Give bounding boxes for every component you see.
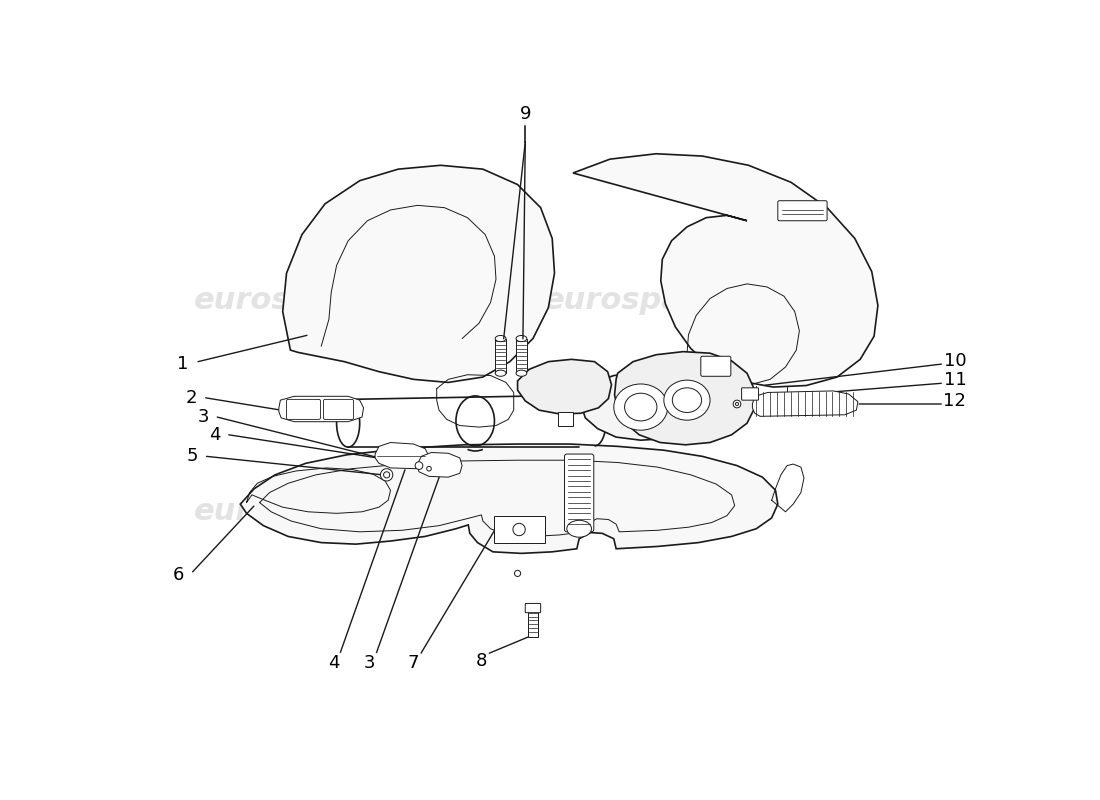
- Ellipse shape: [516, 370, 527, 376]
- Text: eurospares: eurospares: [544, 498, 737, 526]
- Text: 1: 1: [177, 355, 188, 373]
- FancyBboxPatch shape: [526, 603, 541, 613]
- Circle shape: [736, 402, 738, 406]
- FancyBboxPatch shape: [741, 388, 759, 400]
- Text: 2: 2: [185, 389, 197, 407]
- Circle shape: [427, 466, 431, 471]
- Polygon shape: [752, 391, 858, 416]
- Polygon shape: [615, 352, 755, 445]
- Polygon shape: [517, 359, 612, 414]
- FancyBboxPatch shape: [778, 201, 827, 221]
- Ellipse shape: [337, 399, 360, 447]
- Bar: [516, 338, 527, 373]
- Text: 5: 5: [187, 447, 198, 466]
- Polygon shape: [582, 373, 698, 440]
- Text: 3: 3: [364, 654, 375, 673]
- Circle shape: [415, 462, 422, 470]
- FancyBboxPatch shape: [564, 454, 594, 532]
- FancyBboxPatch shape: [323, 399, 353, 419]
- Polygon shape: [283, 166, 554, 382]
- Text: 12: 12: [944, 392, 966, 410]
- Text: 8: 8: [475, 652, 487, 670]
- Text: 9: 9: [519, 106, 531, 123]
- Text: eurospares: eurospares: [544, 286, 737, 314]
- Polygon shape: [241, 444, 778, 554]
- Text: 4: 4: [209, 426, 221, 444]
- Text: 4: 4: [329, 654, 340, 673]
- Ellipse shape: [566, 520, 592, 538]
- Circle shape: [513, 523, 526, 536]
- Text: 3: 3: [198, 408, 209, 426]
- Ellipse shape: [672, 388, 702, 413]
- Text: 6: 6: [173, 566, 185, 584]
- Text: 10: 10: [944, 352, 966, 370]
- Bar: [495, 517, 544, 543]
- Ellipse shape: [664, 380, 711, 420]
- FancyBboxPatch shape: [701, 356, 730, 376]
- Ellipse shape: [495, 335, 506, 342]
- Polygon shape: [573, 154, 878, 387]
- Bar: [495, 338, 506, 373]
- Text: 11: 11: [944, 371, 966, 389]
- Ellipse shape: [625, 394, 657, 421]
- Text: eurospares: eurospares: [194, 286, 387, 314]
- Ellipse shape: [495, 370, 506, 376]
- Ellipse shape: [516, 335, 527, 342]
- Circle shape: [515, 570, 520, 577]
- Polygon shape: [418, 453, 462, 477]
- FancyBboxPatch shape: [286, 399, 320, 419]
- Bar: [558, 412, 573, 426]
- Circle shape: [381, 469, 393, 481]
- Circle shape: [384, 472, 389, 478]
- Circle shape: [733, 400, 741, 408]
- Polygon shape: [375, 442, 429, 469]
- Ellipse shape: [614, 384, 668, 430]
- Text: eurospares: eurospares: [194, 498, 387, 526]
- Bar: [528, 610, 538, 638]
- Text: 7: 7: [408, 654, 419, 673]
- Polygon shape: [279, 396, 363, 422]
